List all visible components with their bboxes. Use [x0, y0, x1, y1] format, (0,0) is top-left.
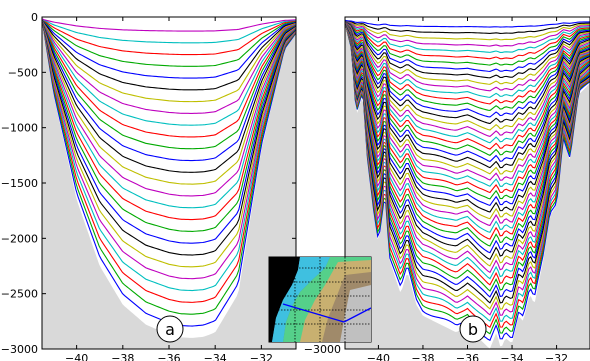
panel-b-isopycnal-line	[345, 20, 590, 79]
x-tick-label: −38	[111, 352, 134, 361]
panel-a-isopycnal-line	[42, 18, 296, 209]
panel-b-label: b	[459, 315, 487, 343]
panel-b-isopycnal-line	[345, 19, 590, 144]
panel-a: 0 −500 −1000 −1500 −2000 −2500 −3000 −40 −38 −36…	[1, 11, 297, 361]
inset-section-line-2	[343, 307, 371, 323]
panel-a-isopycnal-line	[42, 18, 296, 173]
panel-a-isopycnal-line	[42, 18, 296, 292]
panel-a-x-axis: −40 −38 −36 −34 −32	[65, 17, 273, 361]
panel-a-isopycnal-line	[42, 18, 296, 244]
panel-a-isopycnal-line	[42, 18, 296, 280]
inset-shelf	[272, 257, 330, 342]
panel-a-isopycnals	[42, 18, 296, 327]
y-tick-label: −3000	[1, 343, 38, 356]
panel-b-isopycnal-line	[345, 20, 590, 92]
x-tick-label: −36	[157, 352, 180, 361]
panel-b-isopycnal-line	[345, 20, 590, 85]
y-tick-label: −500	[8, 66, 38, 79]
panel-a-isopycnal-line	[42, 18, 296, 185]
panel-b-isopycnal-line	[345, 20, 590, 47]
x-tick-label: −34	[204, 352, 227, 361]
panel-b-isopycnal-line	[345, 20, 590, 72]
panel-a-isopycnal-line	[42, 18, 296, 103]
panel-b-isopycnal-line	[345, 19, 590, 138]
panel-a-isopycnal-line	[42, 18, 296, 114]
panel-a-isopycnal-line	[42, 18, 296, 303]
x-tick-label: −36	[456, 352, 479, 361]
panel-a-isopycnal-line	[42, 18, 296, 268]
inset-land	[269, 257, 300, 342]
y-tick-label: −2000	[1, 232, 38, 245]
panel-b-isopycnal-line	[345, 20, 590, 60]
panel-b-isopycnal-line	[345, 20, 590, 125]
x-tick-label: −40	[367, 352, 390, 361]
panel-a-y-axis: 0 −500 −1000 −1500 −2000 −2500 −3000	[1, 11, 296, 356]
panel-b-isopycnal-line	[345, 19, 590, 175]
panel-b-isopycnal-line	[345, 20, 590, 53]
panel-b-isopycnal-line	[345, 20, 590, 112]
x-tick-label: −34	[500, 352, 523, 361]
panel-b-x-axis: −40 −38 −36 −34 −32	[367, 17, 568, 361]
panel-b-isopycnal-line	[345, 20, 590, 181]
panel-a-isopycnal-line	[42, 18, 296, 150]
panel-b-isopycnal-line	[345, 19, 590, 41]
panel-a-isopycnal-line	[42, 18, 296, 32]
panel-a-isopycnal-line	[42, 18, 296, 126]
location-map-inset	[268, 256, 372, 343]
inset-section-line	[282, 303, 345, 323]
panel-a-isopycnal-line	[42, 18, 296, 138]
panel-a-isopycnal-line	[42, 18, 296, 91]
panel-a-label-circle	[156, 315, 184, 343]
panel-b-label-text: b	[468, 320, 478, 339]
panel-b-isopycnal-line	[345, 20, 590, 66]
inset-peaks	[340, 285, 371, 342]
panel-b-isopycnal-line	[345, 20, 590, 34]
panel-b-isopycnal-line	[345, 20, 590, 28]
panel-a-label: a	[156, 315, 184, 343]
panel-b-isopycnals	[345, 19, 590, 342]
panel-b-isopycnal-line	[345, 19, 590, 150]
panel-a-isopycnal-line	[42, 18, 296, 162]
panel-a-isopycnal-line	[42, 18, 296, 232]
inset-graticule	[269, 257, 371, 342]
panel-a-isopycnal-line	[42, 18, 296, 315]
panel-b-isopycnal-line	[345, 20, 590, 118]
x-tick-label: −32	[545, 352, 568, 361]
panel-a-isopycnal-line	[42, 18, 296, 79]
panel-a-label-text: a	[165, 320, 175, 339]
panel-a-isopycnal-line	[42, 18, 296, 221]
panel-a-isopycnal-line	[42, 18, 296, 67]
panel-b-isopycnal-line	[345, 20, 590, 105]
panel-a-isopycnal-line	[42, 18, 296, 256]
panel-b-isopycnal-line	[345, 19, 590, 156]
panel-a-isopycnal-line	[42, 18, 296, 56]
y-tick-label: −2500	[1, 288, 38, 301]
panel-b-isopycnal-line	[345, 20, 590, 131]
x-tick-label: −38	[411, 352, 434, 361]
y-tick-label: 0	[31, 11, 38, 24]
panel-a-isopycnal-line	[42, 18, 296, 44]
panel-b-y-axis: −3000	[304, 343, 590, 356]
x-tick-label: −40	[65, 352, 88, 361]
x-tick-label: −32	[250, 352, 273, 361]
inset-map-content	[269, 257, 371, 342]
y-tick-label: −1500	[1, 177, 38, 190]
panel-b-isopycnal-line	[345, 20, 590, 98]
y-tick-label: −1000	[1, 122, 38, 135]
y-tick-label: −3000	[304, 343, 341, 356]
panel-b-label-circle	[459, 315, 487, 343]
panel-b-isopycnal-line	[345, 19, 590, 163]
panel-b-isopycnal-line	[345, 19, 590, 169]
panel-a-isopycnal-line	[42, 18, 296, 197]
